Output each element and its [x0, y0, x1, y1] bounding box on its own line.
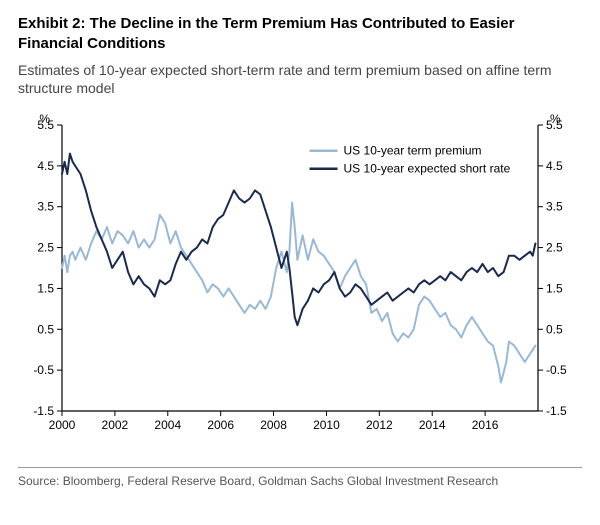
- svg-text:-1.5: -1.5: [546, 404, 567, 418]
- svg-text:2010: 2010: [313, 418, 340, 432]
- svg-text:3.5: 3.5: [546, 200, 563, 214]
- svg-text:%: %: [550, 112, 561, 126]
- source-line: Source: Bloomberg, Federal Reserve Board…: [18, 474, 582, 488]
- svg-text:2002: 2002: [102, 418, 129, 432]
- svg-text:2.5: 2.5: [546, 240, 563, 254]
- svg-text:1.5: 1.5: [546, 281, 563, 295]
- source-divider: [18, 467, 582, 468]
- svg-text:US 10-year term premium: US 10-year term premium: [344, 144, 482, 158]
- chart-svg: -1.5 -1.5 -0.5 -0.5 0.5 0.5 1.5 1.5 2.5 2.5 3.5 3.5…: [20, 111, 580, 441]
- svg-text:US 10-year expected short rate: US 10-year expected short rate: [344, 162, 511, 176]
- svg-text:2.5: 2.5: [37, 240, 54, 254]
- svg-text:0.5: 0.5: [37, 322, 54, 336]
- svg-text:2012: 2012: [366, 418, 393, 432]
- line-chart: -1.5 -1.5 -0.5 -0.5 0.5 0.5 1.5 1.5 2.5 2.5 3.5 3.5…: [20, 111, 580, 441]
- svg-text:2006: 2006: [207, 418, 234, 432]
- svg-text:1.5: 1.5: [37, 281, 54, 295]
- svg-text:-0.5: -0.5: [546, 363, 567, 377]
- svg-text:2016: 2016: [472, 418, 499, 432]
- exhibit-title: Exhibit 2: The Decline in the Term Premi…: [18, 14, 582, 55]
- exhibit-subtitle: Estimates of 10-year expected short-term…: [18, 61, 582, 97]
- svg-text:2008: 2008: [260, 418, 287, 432]
- svg-text:2000: 2000: [49, 418, 76, 432]
- svg-text:%: %: [39, 112, 50, 126]
- svg-text:3.5: 3.5: [37, 200, 54, 214]
- exhibit-container: Exhibit 2: The Decline in the Term Premi…: [0, 0, 600, 449]
- svg-text:-1.5: -1.5: [33, 404, 54, 418]
- svg-text:-0.5: -0.5: [33, 363, 54, 377]
- svg-text:4.5: 4.5: [546, 159, 563, 173]
- svg-text:2004: 2004: [154, 418, 181, 432]
- svg-text:2014: 2014: [419, 418, 446, 432]
- svg-text:0.5: 0.5: [546, 322, 563, 336]
- svg-text:4.5: 4.5: [37, 159, 54, 173]
